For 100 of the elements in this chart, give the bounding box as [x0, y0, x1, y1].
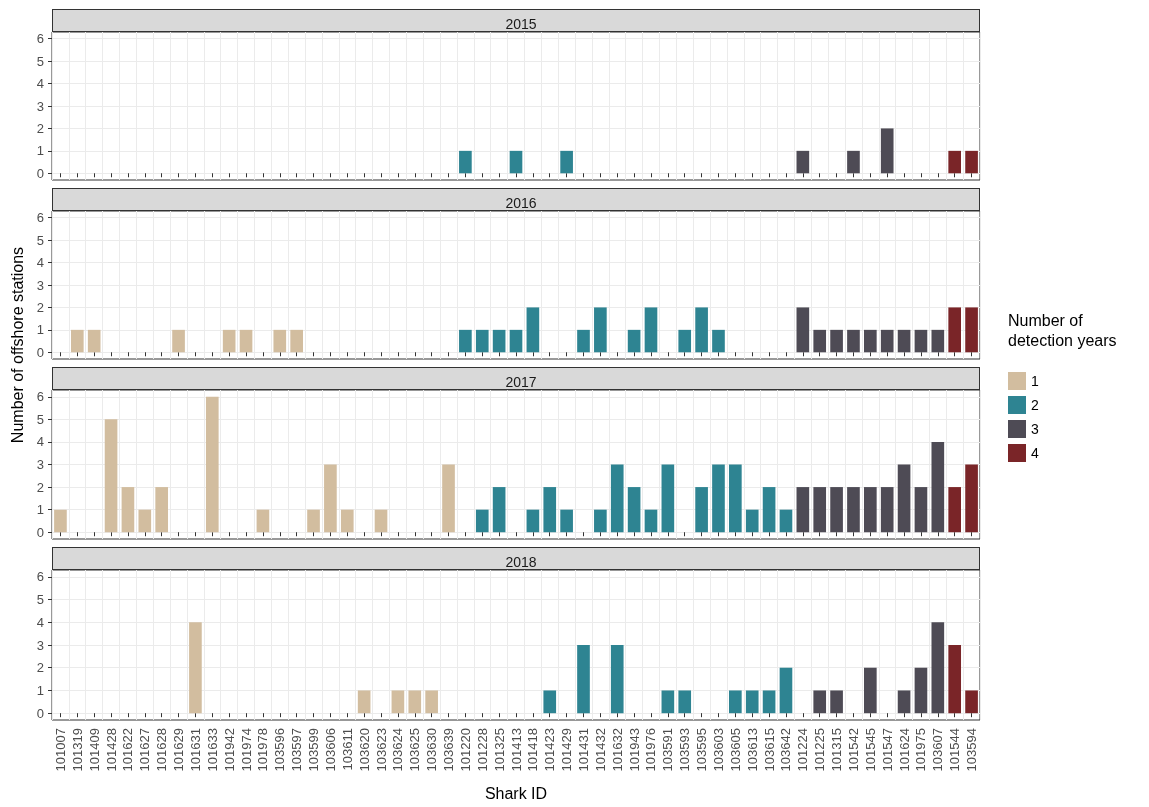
- y-tick-label: 2: [36, 479, 44, 495]
- x-tick-label: 103615: [761, 728, 777, 772]
- y-tick-label: 4: [36, 434, 44, 450]
- x-tick-label: 103613: [744, 728, 760, 772]
- bar: [813, 487, 827, 533]
- y-axis-title: Number of offshore stations: [9, 246, 27, 444]
- y-tick-label: 1: [36, 322, 44, 338]
- legend-label: 1: [1031, 373, 1039, 389]
- x-tick-label: 101413: [508, 728, 524, 772]
- y-tick-label: 3: [36, 98, 44, 114]
- x-tick-label: 103603: [710, 728, 726, 772]
- x-tick-label: 103597: [289, 728, 305, 772]
- x-tick-label: 103599: [306, 728, 322, 772]
- bar: [189, 622, 202, 714]
- x-tick-label: 101225: [812, 728, 828, 772]
- x-tick-label: 103605: [727, 728, 743, 772]
- y-tick-label: 5: [36, 592, 44, 608]
- x-tick-label: 101428: [103, 728, 119, 772]
- bar: [475, 509, 489, 533]
- x-tick-label: 101423: [542, 728, 558, 772]
- x-tick-label: 101544: [947, 728, 963, 772]
- bar: [526, 509, 540, 533]
- y-tick-label: 3: [36, 637, 44, 653]
- bar: [610, 645, 624, 714]
- bar: [745, 690, 759, 714]
- x-tick-label: 101632: [609, 728, 625, 772]
- bar: [408, 690, 422, 714]
- x-tick-label: 101633: [204, 728, 220, 772]
- x-tick-label: 101978: [255, 728, 271, 772]
- x-tick-label: 101628: [154, 728, 170, 772]
- x-tick-label: 103593: [677, 728, 693, 772]
- bar: [627, 487, 641, 533]
- x-tick-label: 101325: [491, 728, 507, 772]
- bar: [374, 509, 388, 533]
- bar: [847, 487, 860, 533]
- x-tick-label: 101631: [187, 728, 203, 772]
- y-tick-label: 3: [36, 277, 44, 293]
- bar: [864, 667, 877, 714]
- x-tick-label: 103624: [390, 728, 406, 772]
- bar: [729, 464, 742, 533]
- legend-title: Number of detection years: [1008, 311, 1117, 349]
- x-tick-label: 101942: [221, 728, 237, 772]
- bar: [762, 690, 776, 714]
- bar: [779, 667, 793, 714]
- y-tick-label: 1: [36, 682, 44, 698]
- y-tick-label: 6: [36, 31, 44, 47]
- bar: [560, 509, 573, 533]
- bar: [712, 464, 725, 533]
- chart-title: 2016: [505, 195, 537, 211]
- bar: [779, 509, 793, 533]
- x-axis-title: Shark ID: [484, 784, 548, 802]
- bar: [155, 487, 168, 533]
- bar: [830, 690, 843, 714]
- chart-title: 2018: [505, 554, 537, 570]
- x-tick-label: 103607: [930, 728, 946, 772]
- bar: [897, 690, 911, 714]
- y-tick-label: 6: [36, 210, 44, 226]
- x-tick-label: 101315: [829, 728, 845, 772]
- bar: [678, 690, 692, 714]
- bar: [138, 509, 152, 533]
- chart-title: 2017: [505, 374, 537, 390]
- bar: [745, 509, 759, 533]
- bar: [830, 487, 843, 533]
- bar: [813, 690, 827, 714]
- x-tick-label: 103620: [356, 728, 372, 772]
- bar: [543, 690, 557, 714]
- bar: [54, 509, 67, 533]
- legend-label: 4: [1031, 445, 1039, 461]
- x-tick-label: 101974: [238, 728, 254, 772]
- bar: [948, 645, 962, 714]
- bar: [340, 509, 354, 533]
- x-tick-label: 101409: [86, 728, 102, 772]
- bar: [796, 487, 810, 533]
- bar: [695, 487, 708, 533]
- bar: [610, 464, 624, 533]
- bar: [729, 690, 742, 714]
- bar: [897, 464, 911, 533]
- y-tick-label: 6: [36, 569, 44, 585]
- x-tick-label: 103606: [322, 728, 338, 772]
- bar: [931, 622, 945, 714]
- x-tick-label: 103596: [272, 728, 288, 772]
- x-tick-label: 101228: [474, 728, 490, 772]
- bar: [948, 487, 962, 533]
- x-tick-label: 101007: [52, 728, 68, 772]
- x-tick-label: 101418: [525, 728, 541, 772]
- bar: [256, 509, 270, 533]
- x-tick-label: 103623: [373, 728, 389, 772]
- bar: [965, 464, 978, 533]
- y-tick-label: 1: [36, 502, 44, 518]
- bar: [965, 690, 978, 714]
- x-tick-label: 101429: [559, 728, 575, 772]
- bar: [205, 396, 219, 533]
- x-tick-label: 103595: [694, 728, 710, 772]
- x-tick-label: 101627: [137, 728, 153, 772]
- y-tick-label: 2: [36, 120, 44, 136]
- bar: [644, 509, 658, 533]
- x-tick-label: 103642: [778, 728, 794, 772]
- x-tick-label: 101976: [643, 728, 659, 772]
- bar: [577, 645, 590, 714]
- x-tick-label: 101624: [896, 728, 912, 772]
